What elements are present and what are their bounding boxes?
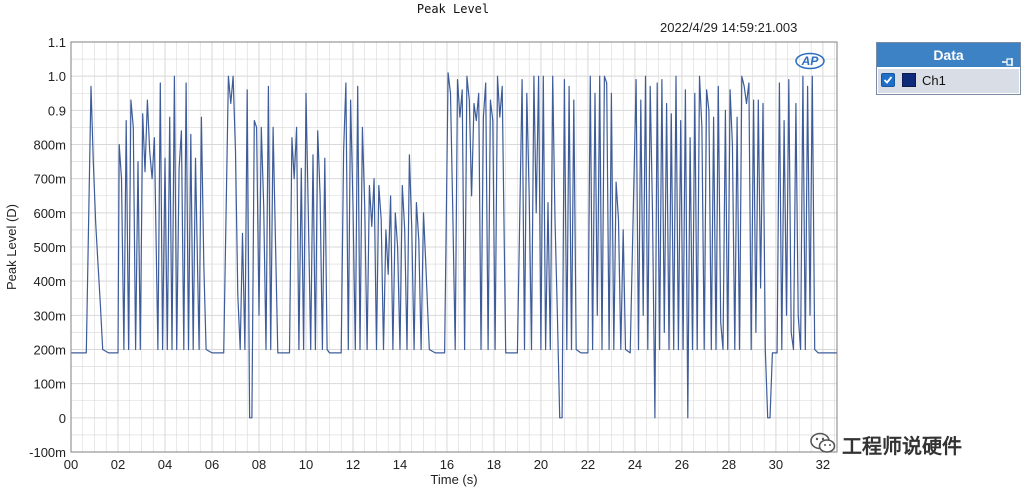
x-tick-label: 08 — [252, 457, 266, 472]
y-tick-label: 1.1 — [48, 35, 66, 50]
x-tick-label: 10 — [299, 457, 313, 472]
y-tick-label: -100m — [29, 445, 66, 460]
x-axis-label: Time (s) — [430, 472, 477, 487]
y-tick-label: 1.0 — [48, 69, 66, 84]
ap-logo: AP — [795, 52, 825, 70]
x-tick-label: 06 — [205, 457, 219, 472]
x-tick-label: 32 — [816, 457, 830, 472]
y-tick-label: 300m — [33, 308, 66, 323]
plot-frame — [70, 41, 838, 453]
y-tick-label: 400m — [33, 274, 66, 289]
legend-title: Data — [933, 47, 964, 63]
y-tick-label: 600m — [33, 206, 66, 221]
ap-logo-text: AP — [801, 54, 820, 68]
tick-labels: 00 02 04 06 08 10 12 14 16 18 20 22 24 26 28 30 32 1.1 1.0… — [29, 35, 830, 472]
series-line-ch1 — [71, 72, 837, 419]
y-tick-label: 200m — [33, 343, 66, 358]
y-tick-label: 0 — [59, 411, 66, 426]
x-tick-label: 18 — [487, 457, 501, 472]
x-tick-label: 30 — [769, 457, 783, 472]
timestamp: 2022/4/29 14:59:21.003 — [660, 20, 798, 35]
watermark-text: 工程师说硬件 — [842, 436, 962, 458]
x-tick-label: 00 — [64, 457, 78, 472]
y-tick-label: 500m — [33, 240, 66, 255]
x-tick-label: 28 — [722, 457, 736, 472]
wechat-icon — [810, 432, 836, 453]
y-tick-label: 800m — [33, 138, 66, 153]
y-axis-label: Peak Level (D) — [4, 204, 19, 290]
pin-icon[interactable] — [1002, 50, 1014, 66]
legend-header: Data — [877, 43, 1020, 67]
x-tick-label: 24 — [628, 457, 642, 472]
y-tick-label: 700m — [33, 172, 66, 187]
x-tick-label: 12 — [346, 457, 360, 472]
ch1-color-swatch[interactable] — [902, 73, 916, 87]
watermark: 工程师说硬件 — [810, 430, 962, 459]
chart-title: Peak Level — [416, 2, 490, 16]
x-tick-label: 14 — [393, 457, 407, 472]
ch1-label: Ch1 — [922, 73, 946, 88]
x-tick-label: 26 — [675, 457, 689, 472]
series-layer — [71, 72, 837, 419]
x-tick-label: 22 — [581, 457, 595, 472]
legend-item-ch1[interactable]: Ch1 — [878, 69, 1019, 93]
y-tick-label: 100m — [33, 377, 66, 392]
x-tick-label: 04 — [158, 457, 172, 472]
checkmark-icon — [883, 76, 893, 84]
x-tick-label: 16 — [440, 457, 454, 472]
ch1-checkbox[interactable] — [881, 73, 895, 87]
y-tick-label: 0.9 — [48, 103, 66, 118]
x-tick-label: 02 — [111, 457, 125, 472]
legend-panel: Data Ch1 — [876, 42, 1021, 95]
x-tick-label: 20 — [534, 457, 548, 472]
